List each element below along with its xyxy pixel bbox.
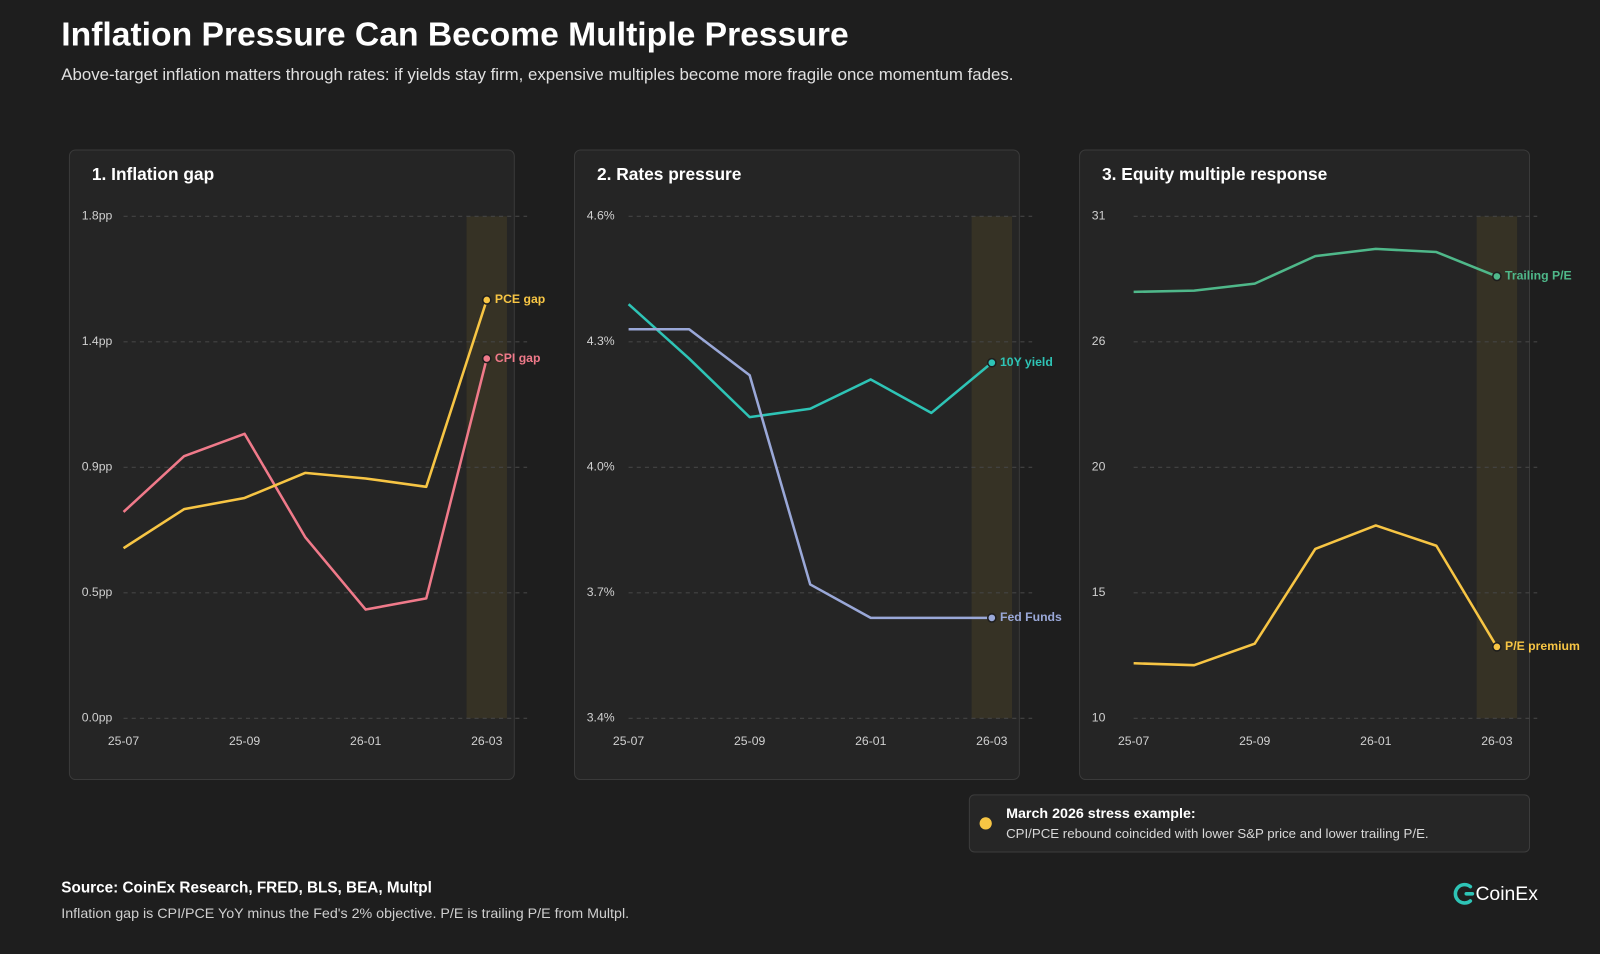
series-label: CPI gap xyxy=(495,351,541,365)
x-tick-label: 25-07 xyxy=(108,734,139,748)
x-tick-label: 25-09 xyxy=(1239,734,1270,748)
y-tick-label: 20 xyxy=(1092,460,1106,474)
y-tick-label: 1.8pp xyxy=(82,209,113,223)
x-tick-label: 26-01 xyxy=(1360,734,1391,748)
end-dot xyxy=(481,295,492,305)
x-tick-label: 26-01 xyxy=(350,734,381,748)
y-tick-label: 31 xyxy=(1092,209,1106,223)
page-subtitle: Above-target inflation matters through r… xyxy=(61,65,1013,84)
source: Source: CoinEx Research, FRED, BLS, BEA,… xyxy=(61,880,432,897)
series-line xyxy=(627,303,993,419)
logo-text: CoinEx xyxy=(1475,883,1538,905)
panel xyxy=(573,149,1020,781)
y-tick-label: 0.5pp xyxy=(82,585,113,599)
note: Inflation gap is CPI/PCE YoY minus the F… xyxy=(61,906,629,922)
series-label: Fed Funds xyxy=(1000,610,1062,624)
y-tick-label: 1.4pp xyxy=(82,334,113,348)
annotation-dot xyxy=(979,817,992,830)
series-label: P/E premium xyxy=(1505,639,1580,653)
panel-title: 2. Rates pressure xyxy=(597,164,742,184)
y-tick-label: 0.9pp xyxy=(82,460,113,474)
x-tick-label: 26-01 xyxy=(855,734,886,748)
panel-title: 1. Inflation gap xyxy=(92,164,214,184)
y-tick-label: 26 xyxy=(1092,334,1106,348)
series-line xyxy=(1133,247,1498,294)
y-tick-label: 15 xyxy=(1092,585,1106,599)
y-tick-label: 4.0% xyxy=(587,460,615,474)
logo-icon xyxy=(1453,882,1475,905)
y-tick-label: 0.0pp xyxy=(82,711,113,725)
annotation-text: CPI/PCE rebound coincided with lower S&P… xyxy=(1006,826,1429,841)
panel-title: 3. Equity multiple response xyxy=(1102,164,1328,184)
annotation-title: March 2026 stress example: xyxy=(1006,806,1196,822)
end-dot xyxy=(1492,271,1502,282)
end-dot xyxy=(986,613,997,623)
y-tick-label: 3.7% xyxy=(587,585,615,599)
series-label: Trailing P/E xyxy=(1505,269,1572,283)
series-line xyxy=(628,327,992,620)
y-tick-label: 4.3% xyxy=(587,334,615,348)
end-dot xyxy=(986,357,997,368)
x-tick-label: 25-07 xyxy=(613,734,644,748)
y-tick-label: 4.6% xyxy=(587,209,615,223)
series-label: PCE gap xyxy=(495,292,545,306)
page-title: Inflation Pressure Can Become Multiple P… xyxy=(61,17,848,54)
x-tick-label: 25-09 xyxy=(734,734,765,748)
x-tick-label: 25-07 xyxy=(1118,734,1149,748)
y-tick-label: 3.4% xyxy=(587,711,615,725)
x-tick-label: 26-03 xyxy=(976,734,1007,748)
x-tick-label: 25-09 xyxy=(229,734,260,748)
end-dot xyxy=(481,353,492,364)
series-line xyxy=(122,299,488,550)
x-tick-label: 26-03 xyxy=(1481,734,1512,748)
annotation-box xyxy=(968,794,1531,853)
end-dot xyxy=(1492,642,1502,652)
panel xyxy=(68,149,515,781)
series-label: 10Y yield xyxy=(1000,355,1053,369)
series-line xyxy=(1133,524,1498,667)
x-tick-label: 26-03 xyxy=(471,734,502,748)
series-line xyxy=(122,358,488,611)
y-tick-label: 10 xyxy=(1092,711,1106,725)
panel xyxy=(1079,149,1531,781)
